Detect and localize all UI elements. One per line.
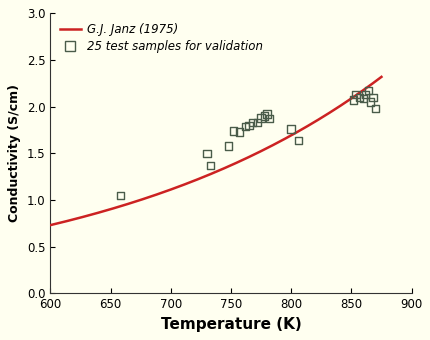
Point xyxy=(359,96,366,101)
Point xyxy=(263,112,270,117)
Point xyxy=(364,88,371,94)
Point xyxy=(229,128,236,134)
Point xyxy=(253,120,260,125)
Point xyxy=(356,95,362,100)
Point xyxy=(350,97,356,103)
Point xyxy=(257,115,264,121)
Point xyxy=(362,92,369,97)
Point xyxy=(249,120,255,125)
Point xyxy=(241,123,248,129)
Point xyxy=(261,113,267,119)
Point xyxy=(371,106,378,111)
Point xyxy=(235,129,242,135)
Point xyxy=(206,163,213,168)
Point xyxy=(203,151,210,156)
Point xyxy=(117,192,123,198)
Legend: G.J. Janz (1975), 25 test samples for validation: G.J. Janz (1975), 25 test samples for va… xyxy=(56,19,266,56)
Point xyxy=(369,95,375,100)
Point xyxy=(352,92,359,97)
Point xyxy=(287,126,294,132)
X-axis label: Temperature (K): Temperature (K) xyxy=(160,317,301,332)
Point xyxy=(265,116,272,121)
Y-axis label: Conductivity (S/cm): Conductivity (S/cm) xyxy=(8,84,21,222)
Point xyxy=(224,143,231,149)
Point xyxy=(366,99,373,105)
Point xyxy=(245,123,252,128)
Point xyxy=(294,137,301,143)
